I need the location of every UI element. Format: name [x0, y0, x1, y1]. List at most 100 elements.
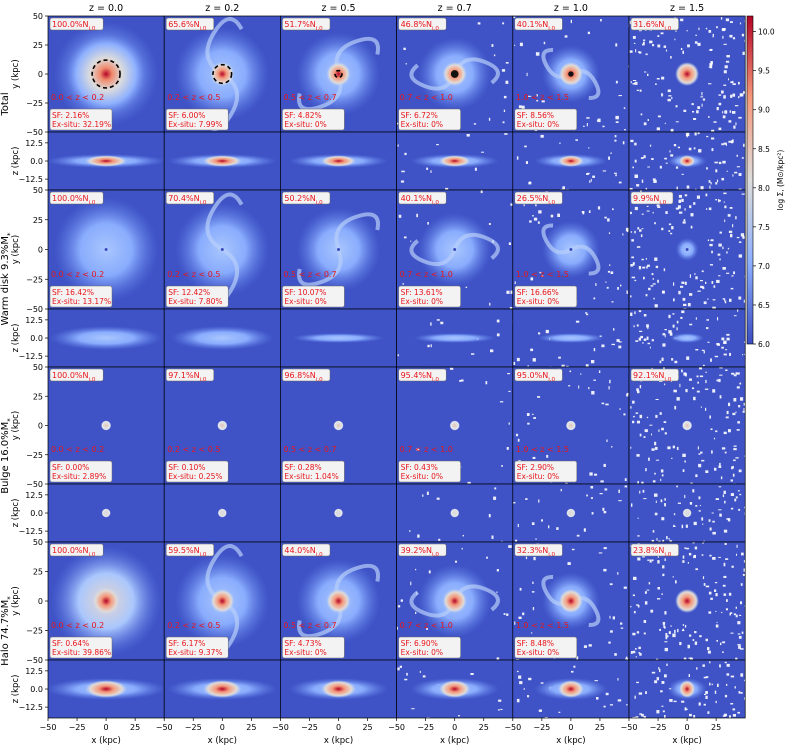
edge-disk [537, 333, 605, 343]
sparse-pixel [692, 387, 695, 390]
sparse-pixel [426, 627, 428, 630]
bulge-center [453, 424, 457, 427]
sparse-pixel [585, 312, 588, 314]
sparse-pixel [689, 205, 692, 209]
sparse-pixel [736, 154, 738, 157]
exsitu-label: Ex-situ: 7.99% [168, 120, 222, 129]
sparse-pixel [734, 105, 739, 107]
sparse-pixel [732, 412, 736, 416]
sparse-pixel [744, 39, 747, 42]
sparse-pixel [677, 146, 680, 149]
row-label-warm-disk: Warm disk 9.3%M* [0, 232, 14, 326]
sparse-pixel [693, 521, 697, 526]
sparse-pixel [693, 555, 696, 559]
sf-label: SF: 6.72% [401, 111, 438, 120]
n-fraction-box [398, 368, 447, 382]
sparse-pixel [673, 144, 677, 147]
sparse-pixel [732, 224, 734, 228]
sparse-pixel [735, 496, 738, 499]
sparse-pixel [705, 695, 708, 699]
sparse-pixel [609, 615, 611, 619]
sparse-pixel [730, 632, 734, 634]
sparse-pixel [678, 199, 681, 203]
colorbar-tick-label: 6.5 [758, 301, 770, 310]
spiral-arm [297, 73, 343, 112]
sparse-pixel [630, 312, 633, 316]
sparse-pixel [743, 408, 745, 411]
sparse-pixel [700, 280, 703, 282]
sparse-pixel [720, 17, 723, 20]
sparse-pixel [651, 367, 653, 370]
sparse-pixel [666, 663, 668, 666]
sparse-pixel [675, 207, 680, 210]
sparse-pixel [649, 424, 653, 426]
sparse-pixel [532, 581, 534, 584]
sparse-pixel [611, 446, 613, 448]
sparse-pixel [652, 211, 654, 214]
sparse-pixel [645, 258, 647, 260]
sparse-pixel [682, 560, 685, 563]
n-fraction-box [630, 17, 679, 31]
y-axis-label: y (kpc) [11, 235, 21, 264]
sparse-pixel [661, 427, 664, 431]
panel-disk-faceon-4: 26.5%Ni,0 1.0 < z < 1.5 SF: 16.66%Ex-situ:… [512, 189, 630, 310]
sparse-pixel [706, 167, 708, 170]
sparse-pixel [715, 610, 717, 612]
sparse-pixel [633, 325, 635, 328]
y-tick-label: 0.0 [30, 685, 43, 694]
sparse-pixel [715, 169, 718, 173]
y-tick-label: 0 [38, 422, 43, 431]
sparse-pixel [703, 301, 707, 305]
sparse-pixel [670, 154, 674, 157]
panel-halo-faceon-4: 32.3%Ni,0 1.0 < z < 1.5 SF: 8.48%Ex-situ: … [512, 541, 630, 662]
sparse-pixel [623, 413, 626, 416]
aperture-circle [91, 59, 121, 89]
sparse-pixel [658, 540, 661, 543]
sparse-pixel [711, 512, 714, 514]
sparse-pixel [723, 43, 727, 45]
sparse-pixel [710, 239, 714, 242]
sparse-pixel [488, 514, 491, 518]
sparse-pixel [725, 60, 730, 63]
sparse-pixel [689, 502, 693, 505]
sf-label: SF: 0.10% [168, 463, 205, 472]
sparse-pixel [732, 714, 736, 717]
sparse-pixel [711, 281, 714, 284]
sparse-pixel [603, 547, 607, 550]
sparse-pixel [665, 636, 668, 640]
sparse-pixel [740, 93, 744, 97]
sparse-pixel [450, 367, 454, 370]
sparse-pixel [652, 530, 655, 533]
sparse-pixel [426, 167, 429, 170]
sparse-pixel [675, 580, 677, 584]
sparse-pixel [527, 422, 530, 425]
y-tick-label: −12.5 [18, 352, 43, 361]
sparse-pixel [654, 493, 658, 497]
n-fraction-label: 40.1%Ni,0 [517, 20, 556, 32]
sparse-pixel [718, 243, 722, 247]
sparse-pixel [541, 275, 544, 277]
y-axis-label: z (kpc) [11, 499, 21, 528]
sparse-pixel [617, 572, 619, 575]
sparse-pixel [731, 565, 734, 568]
sparse-pixel [655, 500, 657, 503]
sparse-pixel [501, 69, 506, 72]
disk-center [453, 248, 457, 251]
sparse-pixel [737, 711, 740, 714]
sparse-pixel [667, 89, 671, 93]
sparse-pixel [571, 670, 574, 673]
sparse-pixel [682, 453, 686, 457]
sf-info-box [514, 108, 578, 131]
panel-bulge-faceon-5: 92.1%Ni,0 [628, 366, 748, 487]
x-axis-label: x (kpc) [672, 736, 701, 746]
panel-disk-edgeon-0 [47, 308, 165, 368]
sparse-pixel [708, 66, 711, 68]
sparse-pixel [649, 40, 653, 44]
n-fraction-box [514, 543, 563, 557]
x-axis-label: x (kpc) [91, 736, 120, 746]
sparse-pixel [676, 186, 678, 190]
sparse-pixel [521, 105, 525, 109]
sparse-pixel [646, 205, 649, 207]
sf-info-box [282, 285, 345, 308]
sparse-pixel [470, 673, 474, 675]
